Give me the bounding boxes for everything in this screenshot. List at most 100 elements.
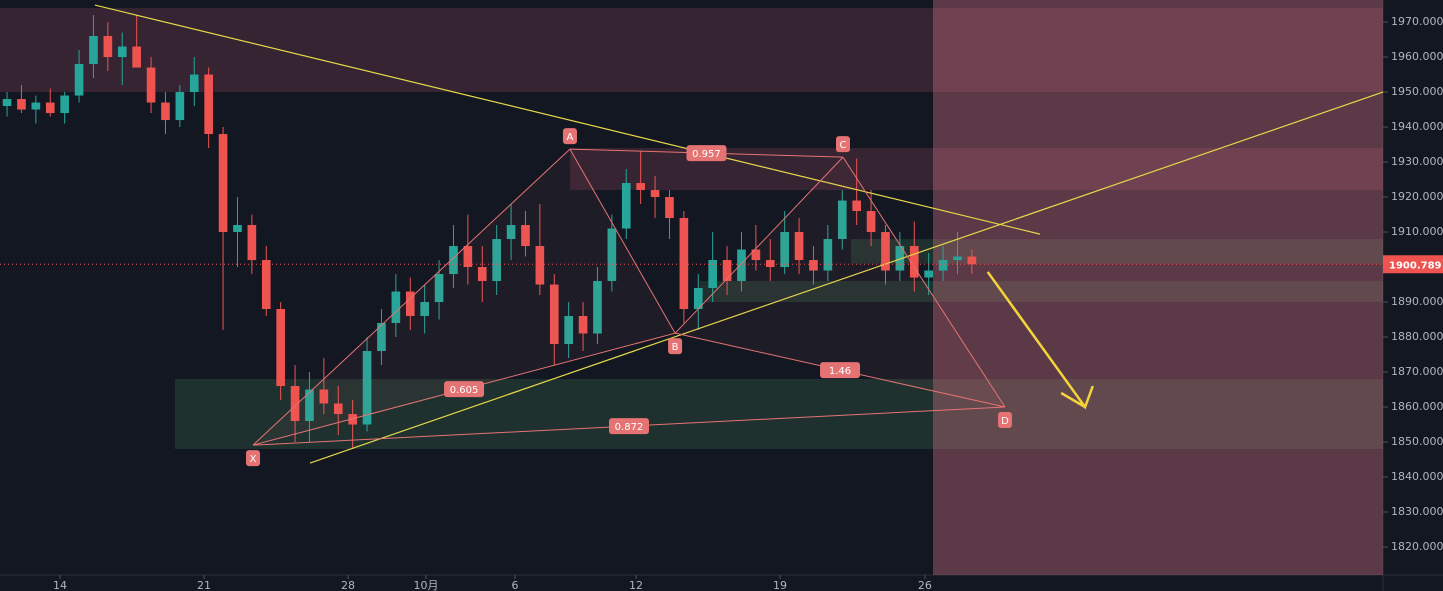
axes: 1820.000 1830.000 1840.000 1850.000 1860.000… — [0, 15, 1443, 591]
point-label: C — [839, 140, 846, 151]
pattern-fill — [253, 149, 676, 446]
zones — [0, 0, 1384, 575]
candle-body — [60, 95, 69, 114]
pattern-leg — [569, 148, 676, 334]
candle-body — [866, 211, 876, 233]
y-tick-label: 1910.000 — [1391, 225, 1443, 238]
candle-body — [117, 46, 127, 58]
ratio-box — [686, 145, 727, 162]
zone — [0, 8, 1383, 93]
candle-body — [564, 316, 573, 345]
point-label: A — [567, 132, 574, 143]
candle-body — [837, 200, 847, 240]
x-tick-label: 6 — [511, 579, 518, 591]
candle-body — [2, 99, 12, 107]
candle-body — [45, 102, 55, 114]
candles — [2, 15, 977, 450]
pattern-fill — [675, 157, 1005, 408]
candle-body — [823, 239, 833, 271]
candle-body — [132, 46, 141, 68]
point-box — [562, 128, 577, 145]
candle-body — [233, 225, 242, 233]
candle-body — [506, 225, 516, 240]
ratio-label: 0.872 — [615, 422, 644, 433]
candle-body — [103, 36, 113, 58]
trendline — [309, 91, 1384, 464]
candle-body — [477, 267, 487, 282]
y-tick-label: 1820.000 — [1391, 540, 1443, 553]
zone — [850, 239, 1383, 264]
point-box — [246, 450, 261, 467]
candle-body — [218, 134, 228, 233]
ratio-box — [444, 381, 485, 398]
point-box — [668, 338, 683, 355]
y-tick-label: 1860.000 — [1391, 400, 1443, 413]
x-tick-label: 10月 — [413, 579, 438, 591]
candle-body — [708, 260, 717, 289]
candle-body — [74, 64, 84, 96]
zone — [932, 0, 1383, 575]
candle-body — [247, 225, 257, 261]
candle-body — [578, 316, 588, 334]
candle-body — [794, 232, 804, 261]
candle-body — [693, 288, 703, 310]
candle-body — [895, 246, 905, 271]
x-tick-label: 19 — [773, 579, 787, 591]
candle-body — [607, 228, 617, 282]
candle-body — [89, 36, 98, 65]
drawings: 0.605 0.957 1.46 0.872 X A B C D — [94, 4, 1384, 467]
trendline — [94, 4, 1041, 235]
candle-body — [261, 260, 271, 310]
candle-body — [665, 197, 674, 219]
point-box — [835, 136, 850, 153]
candle-body — [17, 99, 26, 110]
candle-body — [348, 414, 357, 425]
y-tick-label: 1850.000 — [1391, 435, 1443, 448]
zone — [699, 281, 1383, 303]
candle-body — [449, 246, 458, 275]
candle-body — [377, 323, 386, 352]
y-tick-label: 1950.000 — [1391, 85, 1443, 98]
y-tick-label: 1880.000 — [1391, 330, 1443, 343]
ratio-label: 1.46 — [829, 366, 851, 377]
x-tick-label: 21 — [197, 579, 211, 591]
y-tick-label: 1960.000 — [1391, 50, 1443, 63]
candle-body — [463, 246, 473, 268]
candle-body — [521, 225, 530, 247]
candle-body — [405, 291, 415, 317]
candle-body — [161, 102, 170, 121]
candle-body — [420, 302, 429, 317]
zone — [174, 379, 1384, 450]
candle-body — [780, 232, 789, 268]
candle-body — [938, 260, 948, 271]
candle-body — [809, 260, 818, 271]
candle-body — [276, 309, 285, 387]
candle-body — [204, 74, 213, 135]
candle-body — [953, 256, 962, 261]
candle-body — [189, 74, 199, 93]
candle-body — [290, 386, 300, 422]
pattern-leg — [842, 156, 1006, 408]
ratio-box — [820, 362, 861, 379]
ratio-label: 0.957 — [692, 149, 721, 160]
candle-body — [391, 291, 401, 324]
arrow — [986, 271, 1095, 410]
point-box — [997, 412, 1012, 429]
candle-body — [305, 389, 314, 422]
candle-body — [751, 249, 761, 261]
candle-body — [881, 232, 890, 271]
candle-body — [535, 246, 545, 285]
candle-body — [593, 281, 602, 334]
candle-body — [146, 67, 156, 103]
candle-body — [31, 102, 41, 110]
candle-body — [765, 260, 775, 268]
x-tick-label: 28 — [341, 579, 355, 591]
y-tick-label: 1870.000 — [1391, 365, 1443, 378]
candle-body — [621, 183, 631, 229]
candle-body — [650, 190, 660, 198]
y-tick-label: 1920.000 — [1391, 190, 1443, 203]
candle-body — [175, 92, 185, 121]
candle-body — [722, 260, 732, 282]
y-tick-label: 1930.000 — [1391, 155, 1443, 168]
